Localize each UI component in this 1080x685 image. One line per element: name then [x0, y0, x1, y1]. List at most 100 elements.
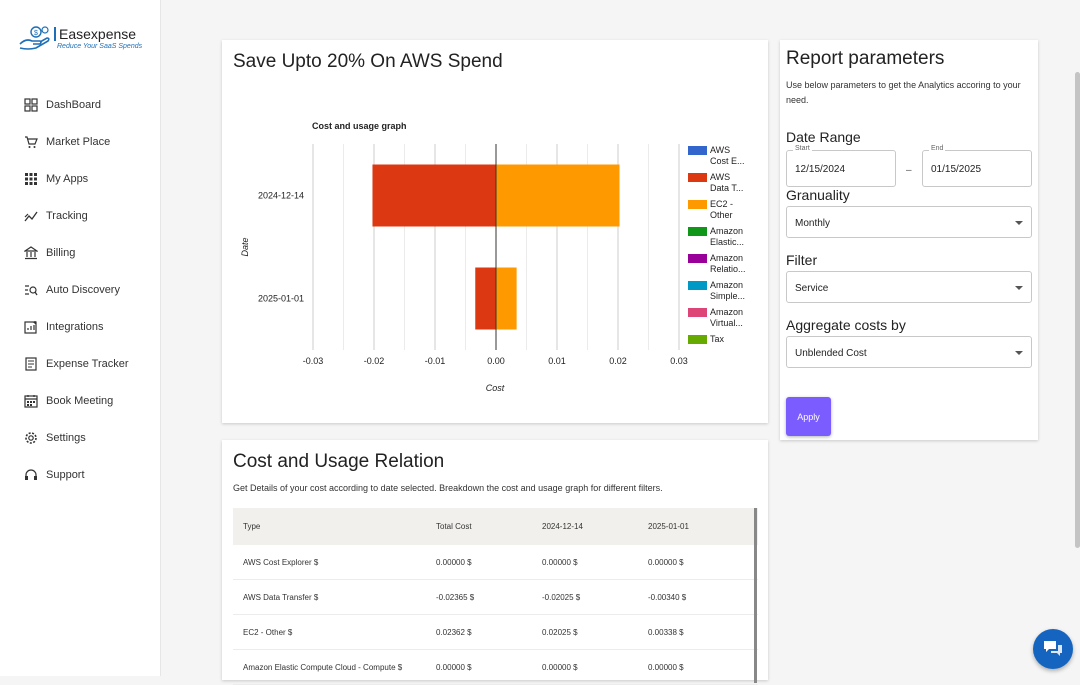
sidebar-item-my-apps[interactable]: My Apps [24, 160, 129, 197]
sidebar-item-market-place[interactable]: Market Place [24, 123, 129, 160]
granuality-value: Monthly [795, 218, 831, 229]
cell-date-2: 0.00000 $ [648, 557, 684, 567]
cell-total: -0.02365 $ [436, 592, 475, 602]
table-scrollbar[interactable] [754, 508, 757, 683]
sidebar-item-auto-discovery[interactable]: Auto Discovery [24, 271, 129, 308]
end-date-label: End [929, 145, 946, 152]
chart-x-axis-label: Cost [486, 383, 505, 393]
cost-table: Type Total Cost 2024-12-14 2025-01-01 AW… [233, 508, 758, 685]
cost-usage-relation-card: Cost and Usage Relation Get Details of y… [222, 440, 768, 685]
x-tick-label: -0.03 [303, 356, 324, 366]
sidebar-item-support[interactable]: Support [24, 456, 129, 493]
cell-date-1: 0.02025 $ [542, 627, 578, 637]
tracking-icon [24, 211, 38, 221]
y-tick-label: 2025-01-01 [258, 294, 304, 304]
sidebar-item-label: Expense Tracker [46, 357, 129, 370]
filter-label: Filter [786, 252, 818, 268]
chat-button[interactable] [1033, 629, 1073, 669]
x-tick-label: 0.03 [670, 356, 688, 366]
chart-card-title: Save Upto 20% On AWS Spend [233, 51, 503, 72]
table-header: Type Total Cost 2024-12-14 2025-01-01 [233, 508, 758, 545]
legend-label: Other [710, 210, 733, 220]
discovery-icon [25, 284, 38, 295]
gear-icon [25, 431, 37, 444]
params-description: Use below parameters to get the Analytic… [786, 80, 1021, 105]
legend-label: Virtual... [710, 318, 743, 328]
legend-label: Amazon [710, 307, 743, 317]
legend-label: AWS [710, 172, 730, 182]
table-row: Amazon Elastic Compute Cloud - Compute $… [233, 650, 758, 685]
relation-title: Cost and Usage Relation [233, 451, 445, 472]
aggregate-value: Unblended Cost [795, 348, 867, 359]
sidebar-item-label: Billing [46, 246, 76, 259]
sidebar-item-book-meeting[interactable]: Book Meeting [24, 382, 129, 419]
sidebar-item-label: Settings [46, 431, 86, 444]
table-row: AWS Cost Explorer $ 0.00000 $ 0.00000 $ … [233, 545, 758, 580]
cell-date-2: 0.00338 $ [648, 627, 684, 637]
page-scrollbar[interactable] [1075, 72, 1080, 548]
sidebar-item-label: DashBoard [46, 98, 102, 111]
sidebar: $ Easexpense Reduce Your SaaS Spends Das… [0, 0, 161, 676]
cost-chart-card: Save Upto 20% On AWS Spend Cost and usag… [222, 40, 768, 423]
calendar-icon [24, 394, 38, 408]
filter-value: Service [795, 283, 829, 294]
sidebar-item-integrations[interactable]: Integrations [24, 308, 129, 345]
legend-swatch [688, 335, 707, 344]
apply-button[interactable]: Apply [786, 397, 831, 436]
bar-aws-data-t [372, 164, 496, 227]
sidebar-item-tracking[interactable]: Tracking [24, 197, 129, 234]
legend-swatch [688, 200, 707, 209]
granuality-label: Granuality [786, 187, 850, 203]
main-content: Save Upto 20% On AWS Spend Cost and usag… [161, 0, 1080, 685]
header-type[interactable]: Type [243, 522, 261, 531]
legend-label: Tax [710, 334, 725, 344]
filter-select[interactable]: Service [786, 271, 1032, 303]
hand-coin-icon: $ [19, 26, 50, 50]
legend-label: Amazon [710, 253, 743, 263]
legend-label: Amazon [710, 226, 743, 236]
legend-swatch [688, 146, 707, 155]
date-separator: – [906, 165, 912, 176]
brand-name: Easexpense [54, 26, 142, 41]
legend-swatch [688, 173, 707, 182]
chevron-down-icon [1015, 286, 1023, 290]
start-date-field[interactable]: Start 12/15/2024 [786, 145, 896, 187]
legend-label: EC2 - [710, 199, 733, 209]
table-row: AWS Data Transfer $ -0.02365 $ -0.02025 … [233, 580, 758, 615]
sidebar-item-label: Book Meeting [46, 394, 114, 407]
legend-swatch [688, 227, 707, 236]
sidebar-nav: DashBoard Market Place My Apps Tracking … [24, 86, 129, 493]
chart-y-axis-label: Date [240, 237, 250, 256]
aggregate-label: Aggregate costs by [786, 317, 906, 333]
sidebar-item-expense-tracker[interactable]: Expense Tracker [24, 345, 129, 382]
brand-logo[interactable]: $ Easexpense Reduce Your SaaS Spends [18, 24, 142, 52]
chevron-down-icon [1015, 221, 1023, 225]
params-title: Report parameters [786, 48, 945, 69]
legend-label: Simple... [710, 291, 745, 301]
cell-total: 0.02362 $ [436, 627, 472, 637]
brand-tagline: Reduce Your SaaS Spends [57, 42, 143, 50]
cell-type: EC2 - Other $ [243, 627, 293, 637]
end-date-field[interactable]: End 01/15/2025 [922, 145, 1032, 187]
sidebar-item-dashboard[interactable]: DashBoard [24, 86, 129, 123]
sidebar-item-billing[interactable]: Billing [24, 234, 129, 271]
headset-icon [25, 468, 37, 480]
legend-label: Data T... [710, 183, 743, 193]
sidebar-item-label: Tracking [46, 209, 88, 222]
legend-swatch [688, 254, 707, 263]
cell-total: 0.00000 $ [436, 557, 472, 567]
sidebar-item-label: Market Place [46, 135, 111, 148]
cell-date-2: 0.00000 $ [648, 662, 684, 672]
bar-aws-data-t [475, 267, 496, 330]
granuality-select[interactable]: Monthly [786, 206, 1032, 238]
header-date-2[interactable]: 2025-01-01 [648, 522, 689, 531]
sidebar-item-settings[interactable]: Settings [24, 419, 129, 456]
header-date-1[interactable]: 2024-12-14 [542, 522, 583, 531]
date-range-label: Date Range [786, 129, 861, 145]
aggregate-select[interactable]: Unblended Cost [786, 336, 1032, 368]
x-tick-label: 0.02 [609, 356, 627, 366]
header-total-cost[interactable]: Total Cost [436, 522, 472, 531]
apps-grid-icon [25, 172, 37, 185]
cell-date-1: 0.00000 $ [542, 662, 578, 672]
cell-date-1: 0.00000 $ [542, 557, 578, 567]
